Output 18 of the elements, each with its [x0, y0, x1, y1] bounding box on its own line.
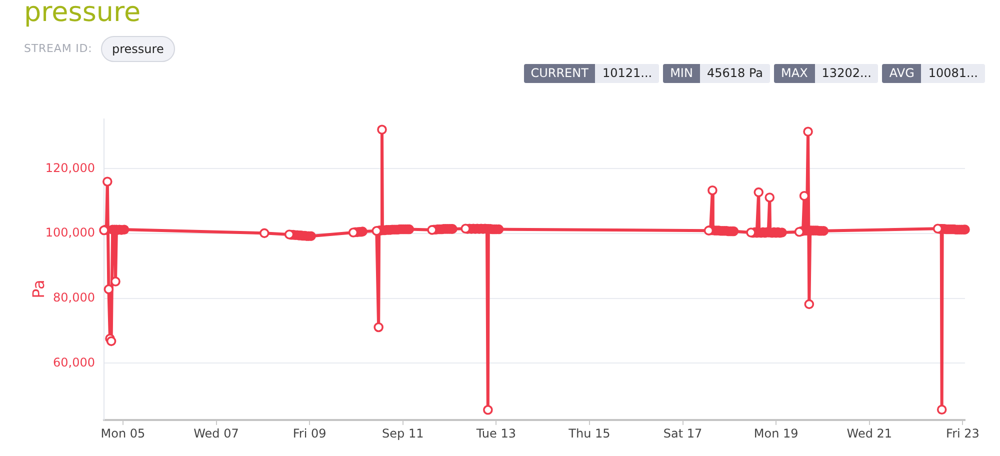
y-tick-label: 120,000	[45, 160, 95, 175]
x-tick-label: Thu 15	[568, 426, 610, 440]
x-tick-label: Fri 09	[292, 426, 326, 440]
chart-subtitle: STREAM ID:	[24, 42, 92, 56]
y-tick-label: 60,000	[53, 355, 95, 370]
y-tick-label: 100,000	[45, 226, 95, 240]
x-tick-label: Sep 11	[382, 426, 424, 440]
y-axis-title: Pa	[29, 280, 48, 298]
x-tick-label: Wed 21	[846, 426, 892, 440]
id-chip: pressure	[101, 36, 175, 62]
x-tick-label: Tue 13	[475, 426, 516, 440]
x-tick-label: Mon 19	[754, 426, 798, 440]
x-tick-label: Wed 07	[194, 426, 239, 440]
x-tick-label: Fri 23	[946, 426, 980, 440]
chart-title: pressure	[24, 0, 141, 30]
x-tick-label: Mon 05	[100, 426, 146, 440]
x-tick-label: Sat 17	[663, 426, 702, 440]
y-tick-label: 80,000	[53, 290, 95, 304]
